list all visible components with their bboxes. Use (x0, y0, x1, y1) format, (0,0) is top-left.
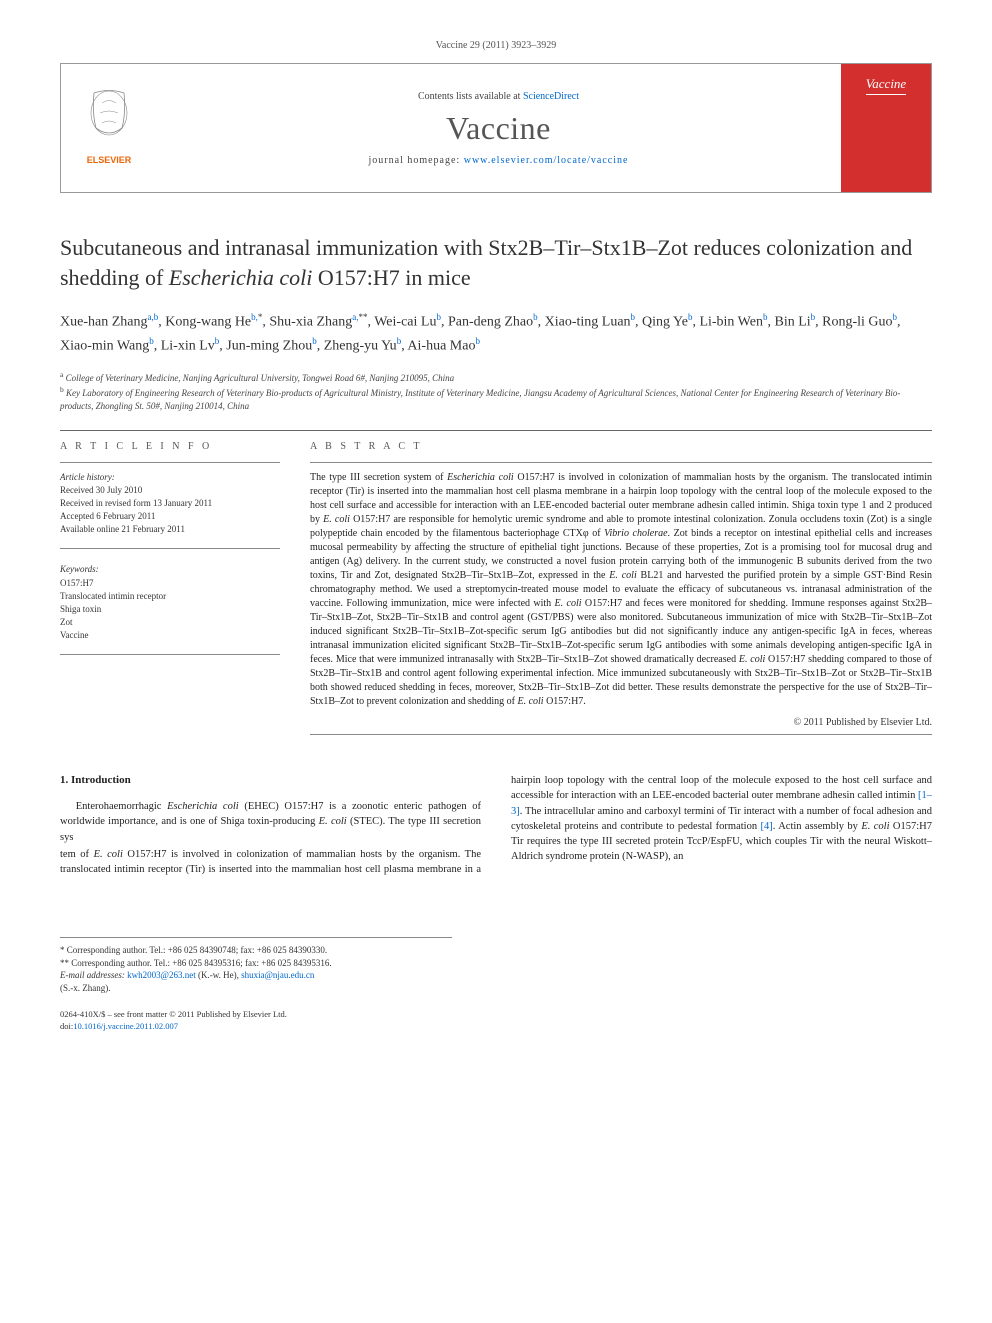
keywords-block: Keywords: O157:H7 Translocated intimin r… (60, 563, 280, 641)
article-title: Subcutaneous and intranasal immunization… (60, 233, 932, 292)
email-name-2: (S.-x. Zhang). (60, 982, 452, 995)
homepage-link[interactable]: www.elsevier.com/locate/vaccine (464, 155, 629, 166)
doi-line: doi:10.1016/j.vaccine.2011.02.007 (60, 1021, 932, 1033)
authors-list: Xue-han Zhanga,b, Kong-wang Heb,*, Shu-x… (60, 310, 932, 358)
sciencedirect-link[interactable]: ScienceDirect (523, 91, 579, 102)
doi-link[interactable]: 10.1016/j.vaccine.2011.02.007 (73, 1021, 178, 1031)
journal-name: Vaccine (446, 110, 551, 147)
email-label: E-mail addresses: (60, 970, 127, 980)
history-label: Article history: (60, 471, 280, 484)
introduction-section: 1. Introduction Enterohaemorrhagic Esche… (60, 773, 932, 877)
affiliation-a: a College of Veterinary Medicine, Nanjin… (60, 370, 932, 385)
abstract-text: The type III secretion system of Escheri… (310, 471, 932, 709)
article-history: Article history: Received 30 July 2010 R… (60, 471, 280, 536)
keyword-item: O157:H7 (60, 577, 280, 590)
article-info-heading: A R T I C L E I N F O (60, 441, 280, 452)
article-info-column: A R T I C L E I N F O Article history: R… (60, 441, 280, 743)
keyword-item: Translocated intimin receptor (60, 590, 280, 603)
history-item: Accepted 6 February 2011 (60, 510, 280, 523)
info-abstract-columns: A R T I C L E I N F O Article history: R… (60, 441, 932, 743)
intro-heading: 1. Introduction (60, 773, 481, 789)
keyword-item: Shiga toxin (60, 603, 280, 616)
index-divider (60, 654, 280, 655)
affiliations: a College of Veterinary Medicine, Nanjin… (60, 370, 932, 412)
keywords-label: Keywords: (60, 563, 280, 576)
front-matter-line: 0264-410X/$ – see front matter © 2011 Pu… (60, 1009, 932, 1021)
keyword-item: Vaccine (60, 629, 280, 642)
abstract-heading: A B S T R A C T (310, 441, 932, 452)
journal-header-box: ELSEVIER Contents lists available at Sci… (60, 63, 932, 193)
email-link-2[interactable]: shuxia@njau.edu.cn (241, 970, 314, 980)
email-line: E-mail addresses: kwh2003@263.net (K.-w.… (60, 969, 452, 982)
history-item: Received 30 July 2010 (60, 484, 280, 497)
homepage-line: journal homepage: www.elsevier.com/locat… (369, 155, 629, 166)
index-divider (310, 462, 932, 463)
corr-author-2: ** Corresponding author. Tel.: +86 025 8… (60, 957, 452, 970)
citation-header: Vaccine 29 (2011) 3923–3929 (60, 40, 932, 51)
svg-text:ELSEVIER: ELSEVIER (86, 155, 131, 165)
divider (60, 430, 932, 431)
history-item: Available online 21 February 2011 (60, 523, 280, 536)
corresponding-footnotes: * Corresponding author. Tel.: +86 025 84… (60, 937, 452, 994)
index-divider (60, 548, 280, 549)
index-divider (60, 462, 280, 463)
history-item: Received in revised form 13 January 2011 (60, 497, 280, 510)
elsevier-logo: ELSEVIER (61, 64, 156, 192)
footer-meta: 0264-410X/$ – see front matter © 2011 Pu… (60, 1009, 932, 1033)
cover-thumb-title: Vaccine (866, 76, 906, 95)
index-divider (310, 734, 932, 735)
abstract-column: A B S T R A C T The type III secretion s… (310, 441, 932, 743)
affiliation-b: b Key Laboratory of Engineering Research… (60, 385, 932, 412)
contents-line: Contents lists available at ScienceDirec… (418, 91, 579, 102)
intro-para-1: Enterohaemorrhagic Escherichia coli (EHE… (60, 799, 481, 845)
keyword-item: Zot (60, 616, 280, 629)
email-link-1[interactable]: kwh2003@263.net (127, 970, 196, 980)
body-two-columns: 1. Introduction Enterohaemorrhagic Esche… (60, 773, 932, 877)
corr-author-1: * Corresponding author. Tel.: +86 025 84… (60, 944, 452, 957)
copyright-line: © 2011 Published by Elsevier Ltd. (310, 717, 932, 728)
journal-cover-thumb: Vaccine (841, 64, 931, 192)
header-center: Contents lists available at ScienceDirec… (156, 64, 841, 192)
email-name-1: (K.-w. He), (196, 970, 241, 980)
